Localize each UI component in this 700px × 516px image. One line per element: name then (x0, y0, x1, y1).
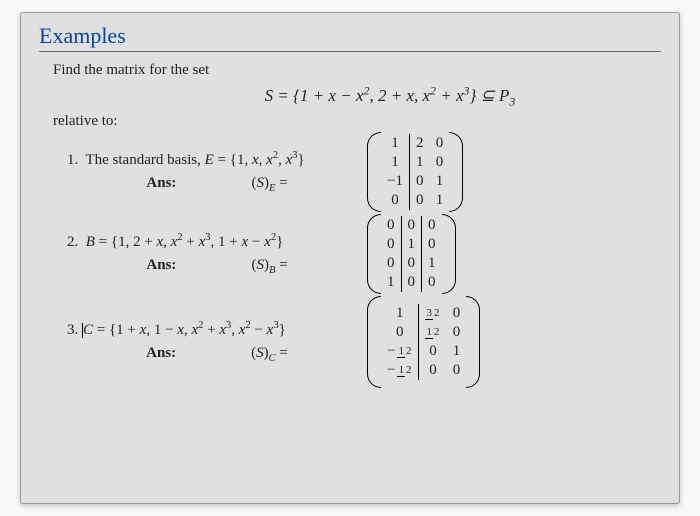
relative-to: relative to: (53, 113, 661, 130)
ans-label-3: Ans: (146, 345, 176, 361)
prompt-text: Find the matrix for the set (53, 62, 661, 79)
matrix-1: 120 110 −101 001 (367, 132, 463, 212)
item-1: 1. The standard basis, E = {1, x, x2, x3… (67, 132, 661, 212)
item-1-num: 1. (67, 152, 78, 168)
item-3: 3. C = {1 + x, 1 − x, x2 + x3, x2 − x3} … (67, 296, 661, 388)
matrix-2: 000 010 001 100 (367, 214, 456, 294)
ans-label-2: Ans: (146, 257, 176, 273)
slide-frame: Examples Find the matrix for the set S =… (20, 12, 680, 504)
item-2: 2. B = {1, 2 + x, x2 + x3, 1 + x − x2} A… (67, 214, 661, 294)
item-3-basis: 3. C = {1 + x, 1 − x, x2 + x3, x2 − x3} (67, 320, 367, 339)
item-1-basis: 1. The standard basis, E = {1, x, x2, x3… (67, 150, 367, 169)
item-2-basis: 2. B = {1, 2 + x, x2 + x3, 1 + x − x2} (67, 232, 367, 251)
item-3-num: 3. (67, 322, 78, 338)
set-expression: S = {1 + x − x2, 2 + x, x2 + x3} ⊆ P3 (119, 83, 661, 109)
matrix-3: 1320 0120 −1201 −1200 (367, 296, 480, 388)
item-2-num: 2. (67, 234, 78, 250)
page-title: Examples (39, 23, 661, 52)
ans-label-1: Ans: (146, 175, 176, 191)
set-S: S = {1 + x − x2, 2 + x, x2 + x3} ⊆ P3 (265, 86, 516, 105)
